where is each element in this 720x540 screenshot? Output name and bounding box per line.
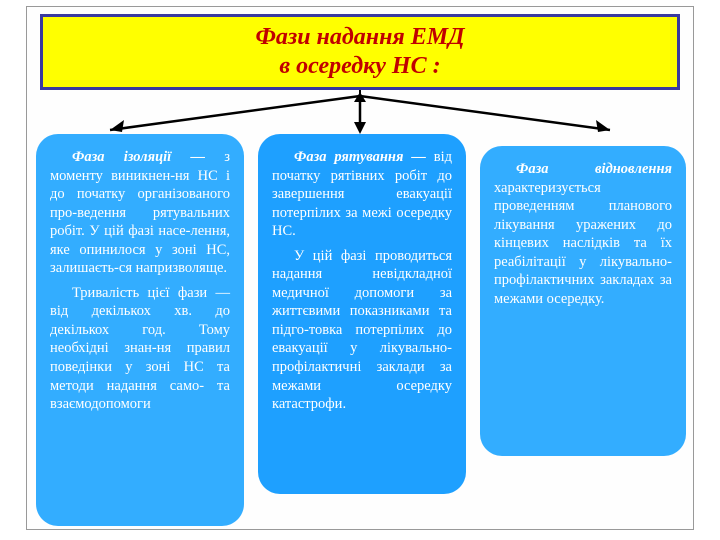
branch-arrows (40, 90, 680, 136)
columns-wrap: Фаза ізоляції — з моменту виникнен-ня НС… (36, 134, 686, 526)
phase-recovery-body1: характеризується проведенням планового л… (494, 180, 672, 307)
phase-rescue-lead: Фаза рятування — (294, 149, 426, 165)
phase-isolation-p2: Тривалість цієї фази — від декількох хв.… (50, 284, 230, 414)
phase-recovery-p1: Фаза відновлення характеризується провед… (494, 160, 672, 308)
phase-rescue-p2: У цій фазі проводиться надання невідклад… (272, 247, 452, 414)
header-line-2: в осередку НС : (279, 52, 440, 81)
phase-isolation-p1: Фаза ізоляції — з моменту виникнен-ня НС… (50, 148, 230, 278)
phase-isolation-lead: Фаза ізоляції — (72, 149, 205, 165)
phase-rescue-card: Фаза рятування — від початку рятівних ро… (258, 134, 466, 494)
header-box: Фази надання ЕМД в осередку НС : (40, 14, 680, 90)
phase-recovery-card: Фаза відновлення характеризується провед… (480, 146, 686, 456)
phase-isolation-body1: з моменту виникнен-ня НС і до початку ор… (50, 149, 230, 276)
phase-recovery-lead: Фаза відновлення (516, 161, 672, 177)
header-line-1: Фази надання ЕМД (255, 23, 464, 52)
phase-rescue-p1: Фаза рятування — від початку рятівних ро… (272, 148, 452, 241)
phase-isolation-card: Фаза ізоляції — з моменту виникнен-ня НС… (36, 134, 244, 526)
